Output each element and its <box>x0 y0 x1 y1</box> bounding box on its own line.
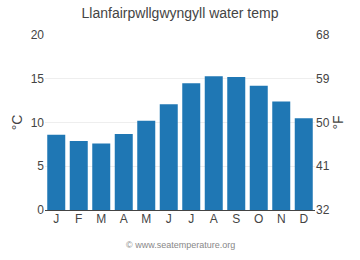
svg-text:D: D <box>299 212 308 226</box>
svg-text:41: 41 <box>316 159 330 173</box>
svg-text:°C: °C <box>9 115 25 131</box>
svg-text:F: F <box>75 212 82 226</box>
svg-text:M: M <box>96 212 106 226</box>
svg-text:A: A <box>120 212 128 226</box>
svg-text:20: 20 <box>31 28 45 42</box>
svg-text:0: 0 <box>37 203 44 217</box>
svg-text:J: J <box>166 212 172 226</box>
svg-text:J: J <box>53 212 59 226</box>
svg-text:S: S <box>232 212 240 226</box>
svg-text:A: A <box>210 212 218 226</box>
svg-text:M: M <box>141 212 151 226</box>
svg-text:10: 10 <box>31 116 45 130</box>
svg-text:Llanfairpwllgwyngyll water tem: Llanfairpwllgwyngyll water temp <box>82 5 279 21</box>
svg-text:°F: °F <box>330 115 346 129</box>
svg-text:68: 68 <box>316 28 330 42</box>
svg-text:32: 32 <box>316 203 330 217</box>
svg-text:© www.seatemperature.org: © www.seatemperature.org <box>126 240 235 250</box>
svg-text:O: O <box>254 212 263 226</box>
svg-text:15: 15 <box>31 72 45 86</box>
svg-text:J: J <box>188 212 194 226</box>
svg-text:50: 50 <box>316 116 330 130</box>
svg-text:N: N <box>277 212 286 226</box>
svg-text:5: 5 <box>37 159 44 173</box>
svg-text:59: 59 <box>316 72 330 86</box>
